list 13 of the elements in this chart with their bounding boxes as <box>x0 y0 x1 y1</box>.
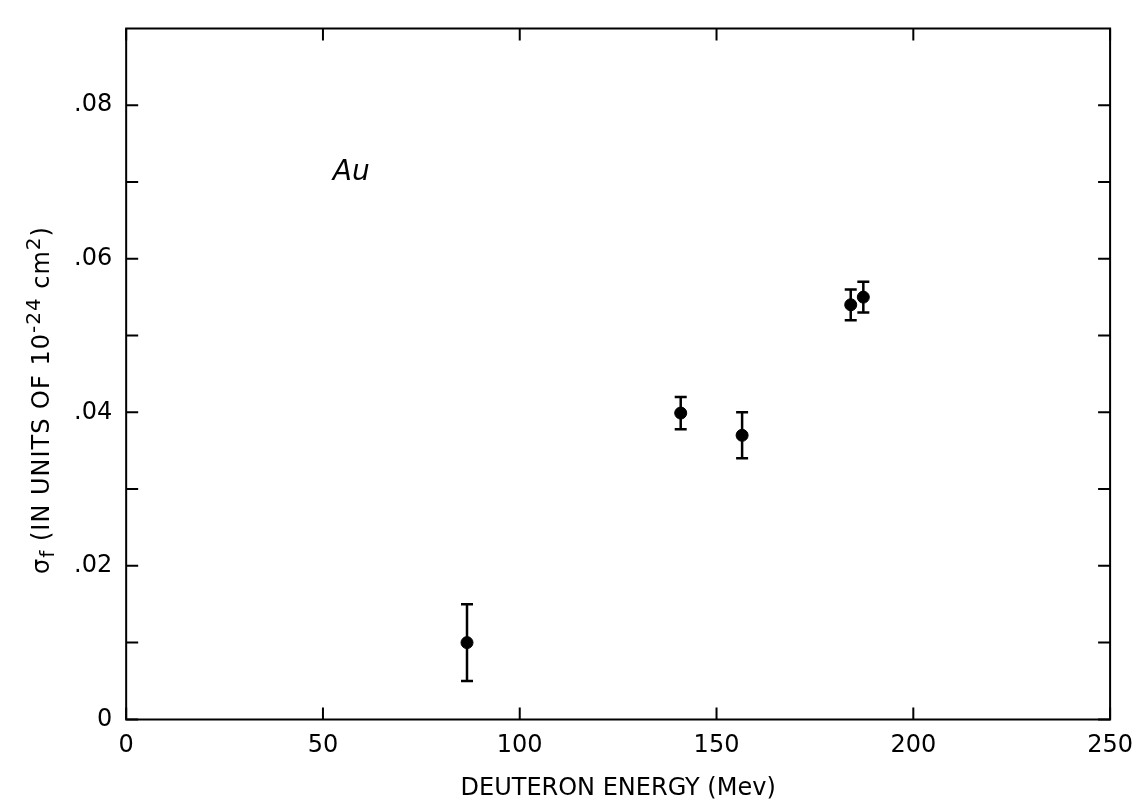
x-tick-label: 0 <box>118 730 134 759</box>
x-tick-label: 50 <box>307 730 339 759</box>
y-tick-label: .02 <box>74 550 113 579</box>
x-tick-label: 100 <box>496 730 543 759</box>
x-tick-label: 250 <box>1087 730 1133 759</box>
x-tick-label: 200 <box>890 730 937 759</box>
annotation: Au <box>330 154 370 188</box>
y-tick-label: .08 <box>74 89 113 118</box>
x-tick-label: 150 <box>693 730 740 759</box>
y-tick-label: .06 <box>74 242 113 271</box>
y-tick-label: .04 <box>74 396 113 425</box>
x-axis-title: DEUTERON ENERGY (Mev) <box>460 772 776 801</box>
y-tick-label: 0 <box>96 703 113 732</box>
